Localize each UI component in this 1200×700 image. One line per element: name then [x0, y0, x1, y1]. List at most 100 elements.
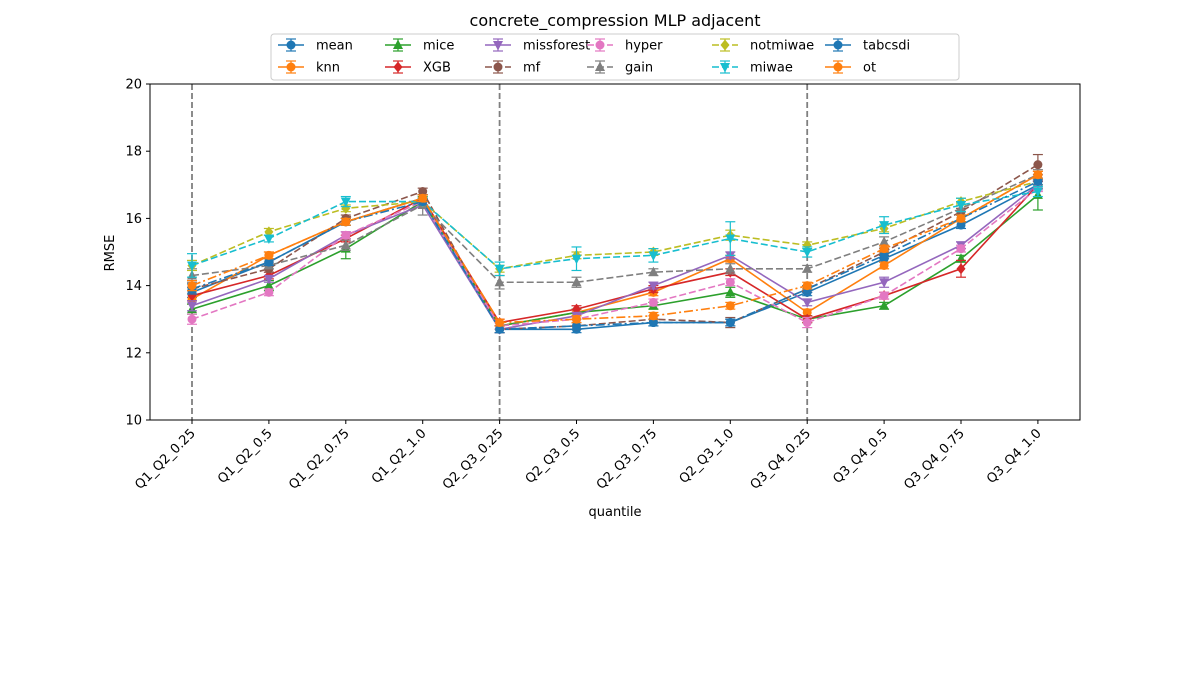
- legend-marker-knn: [286, 62, 296, 72]
- point-tabcsdi-Q1_Q2_0.5: [264, 257, 274, 267]
- point-missforest-Q2_Q3_1.0: [725, 251, 736, 261]
- legend-item-ot: ot: [825, 60, 876, 76]
- legend-label-hyper: hyper: [625, 39, 663, 54]
- point-mf-Q3_Q4_1.0: [1033, 160, 1043, 170]
- point-ot-Q1_Q2_0.25: [187, 281, 197, 291]
- point-ot-Q1_Q2_0.75: [341, 217, 351, 227]
- x-tick-label: Q1_Q2_0.25: [132, 426, 198, 492]
- point-miwae-Q2_Q3_0.5: [571, 254, 582, 265]
- point-mice-Q2_Q3_1.0: [725, 286, 736, 297]
- x-tick-label: Q2_Q3_1.0: [677, 426, 738, 487]
- point-miwae-Q1_Q2_0.75: [340, 197, 351, 208]
- point-gain-Q2_Q3_1.0: [725, 263, 736, 273]
- point-hyper-Q1_Q2_0.75: [341, 230, 351, 240]
- point-mf-Q1_Q2_1.0: [418, 187, 428, 197]
- point-hyper-Q1_Q2_0.5: [264, 287, 274, 297]
- legend-label-miwae: miwae: [750, 61, 793, 76]
- legend-marker-tabcsdi: [833, 40, 843, 50]
- legend-label-missforest: missforest: [523, 39, 590, 54]
- point-miwae-Q3_Q4_1.0: [1032, 187, 1043, 198]
- series-line-ot: [191, 174, 1039, 324]
- plot-frame: [149, 83, 1081, 421]
- point-gain-Q3_Q4_0.5: [879, 236, 890, 246]
- x-tick-label: Q1_Q2_0.75: [286, 426, 352, 492]
- point-tabcsdi-Q2_Q3_0.75: [648, 318, 658, 328]
- legend-item-mice: mice: [385, 38, 454, 54]
- legend-marker-ot: [833, 62, 843, 72]
- series-ot: [187, 170, 1043, 328]
- point-missforest-Q3_Q4_0.25: [802, 298, 813, 308]
- point-missforest-Q1_Q2_0.5: [263, 274, 274, 285]
- legend-marker-mean: [286, 40, 296, 50]
- x-tick-label: Q3_Q4_0.75: [901, 426, 967, 492]
- series-hyper: [187, 183, 1043, 331]
- series-line-gain: [191, 173, 1039, 284]
- point-ot-Q2_Q3_0.25: [495, 318, 505, 328]
- point-miwae-Q3_Q4_0.75: [956, 200, 966, 211]
- legend-label-ot: ot: [863, 61, 876, 76]
- point-hyper-Q3_Q4_0.75: [956, 244, 966, 254]
- point-hyper-Q3_Q4_0.25: [802, 318, 812, 328]
- legend-label-XGB: XGB: [423, 61, 451, 76]
- point-tabcsdi-Q3_Q4_0.5: [879, 250, 889, 260]
- y-tick-label: 20: [125, 78, 142, 93]
- point-miwae-Q1_Q2_0.5: [263, 234, 274, 245]
- point-knn-Q3_Q4_0.25: [802, 307, 812, 317]
- legend-box: [270, 33, 960, 81]
- point-knn-Q3_Q4_0.5: [879, 260, 889, 270]
- point-miwae-Q3_Q4_0.25: [802, 248, 813, 258]
- legend-marker-missforest: [493, 41, 503, 51]
- series-line-mice: [191, 194, 1039, 327]
- legend-label-mf: mf: [523, 61, 541, 76]
- legend-marker-miwae: [720, 63, 730, 73]
- legend-label-tabcsdi: tabcsdi: [863, 39, 910, 54]
- series-layer: [187, 153, 1043, 335]
- point-ot-Q3_Q4_1.0: [1033, 170, 1043, 180]
- series-line-tabcsdi: [191, 180, 1039, 331]
- point-gain-Q2_Q3_0.25: [494, 276, 505, 287]
- point-miwae-Q1_Q2_0.25: [187, 261, 197, 271]
- legend-item-knn: knn: [278, 60, 340, 76]
- point-missforest-Q2_Q3_0.75: [648, 281, 659, 292]
- point-ot-Q3_Q4_0.25: [802, 281, 812, 291]
- point-gain-Q1_Q2_0.75: [340, 239, 351, 250]
- legend-marker-hyper: [595, 40, 605, 50]
- point-mice-Q3_Q4_0.5: [879, 300, 890, 310]
- point-hyper-Q2_Q3_0.75: [648, 297, 658, 307]
- series-line-hyper: [191, 187, 1039, 327]
- point-hyper-Q2_Q3_1.0: [725, 277, 735, 287]
- plot-area: [150, 84, 1080, 420]
- point-ot-Q1_Q2_1.0: [418, 193, 428, 203]
- point-tabcsdi-Q3_Q4_1.0: [1033, 176, 1043, 186]
- point-XGB-Q3_Q4_0.75: [956, 263, 966, 275]
- legend-label-mice: mice: [423, 39, 454, 54]
- x-tick-label: Q3_Q4_0.25: [748, 426, 814, 492]
- legend-item-miwae: miwae: [712, 60, 793, 76]
- legend-label-knn: knn: [316, 61, 340, 76]
- x-tick-label: Q1_Q2_1.0: [369, 426, 430, 487]
- point-miwae-Q2_Q3_0.75: [648, 251, 659, 261]
- legend-item-XGB: XGB: [385, 60, 451, 76]
- legend-marker-gain: [595, 61, 605, 71]
- x-tick-label: Q2_Q3_0.5: [523, 426, 584, 487]
- point-tabcsdi-Q2_Q3_1.0: [725, 318, 735, 328]
- point-ot-Q2_Q3_0.75: [648, 311, 658, 321]
- x-tick-label: Q2_Q3_0.75: [594, 426, 660, 492]
- x-axis-label: quantile: [588, 505, 641, 520]
- y-tick-label: 14: [125, 279, 142, 294]
- point-ot-Q2_Q3_0.5: [572, 314, 581, 324]
- chart-title: concrete_compression MLP adjacent: [470, 11, 761, 31]
- point-tabcsdi-Q2_Q3_0.25: [495, 324, 505, 334]
- series-line-miwae: [191, 190, 1039, 270]
- point-tabcsdi-Q2_Q3_0.5: [572, 321, 581, 331]
- series-miwae: [187, 185, 1043, 278]
- y-tick-label: 16: [125, 212, 142, 227]
- series-line-mf: [191, 163, 1039, 331]
- point-miwae-Q3_Q4_0.5: [879, 221, 890, 231]
- legend-marker-XGB: [393, 61, 403, 73]
- x-tick-label: Q2_Q3_0.25: [440, 426, 506, 492]
- x-tick-label: Q1_Q2_0.5: [215, 426, 276, 487]
- point-mice-Q1_Q2_0.5: [263, 280, 274, 290]
- y-axis-label: RMSE: [103, 235, 118, 272]
- point-mean-Q3_Q4_0.75: [956, 220, 966, 230]
